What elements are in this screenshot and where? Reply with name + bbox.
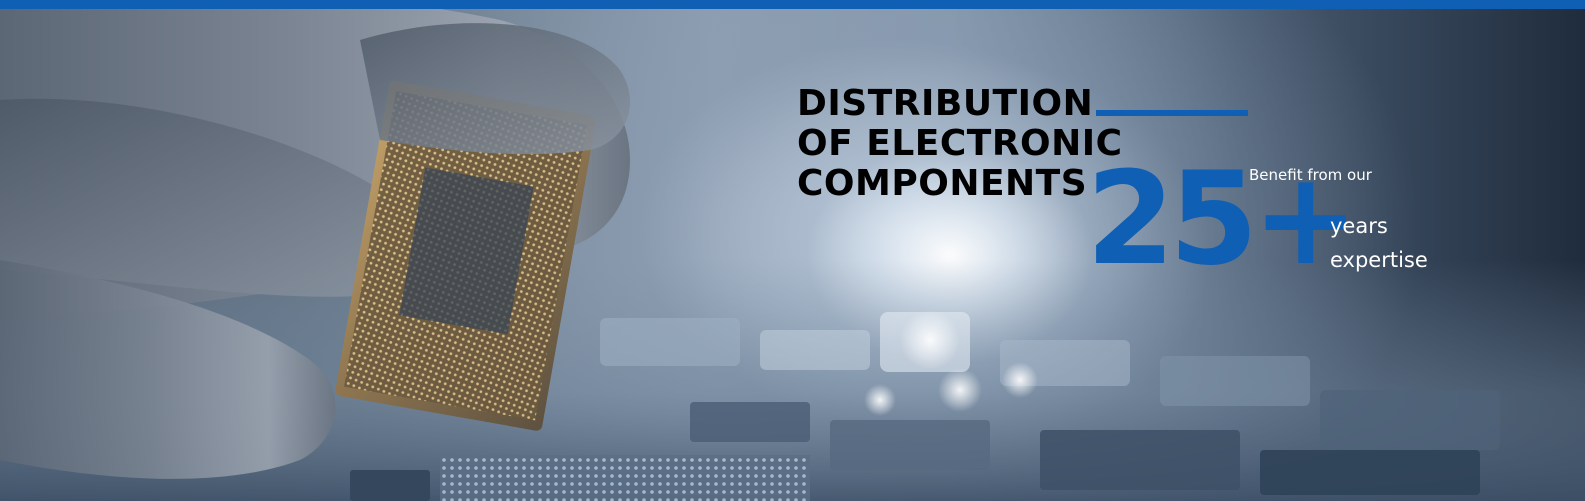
benefit-caption: Benefit from our (1249, 166, 1372, 184)
expertise-label: expertise (1330, 248, 1428, 272)
years-count: 25+ (1086, 145, 1359, 294)
years-expertise-caption: years expertise (1330, 209, 1428, 277)
hero-title-line-2: OF ELECTRONIC (797, 123, 1123, 164)
hero-title-line-1: DISTRIBUTION (797, 83, 1094, 124)
years-label: years (1330, 214, 1388, 238)
hand-holding-chip-image (0, 0, 630, 479)
title-accent-rule (1096, 110, 1248, 116)
hero-title: DISTRIBUTION OF ELECTRONIC COMPONENTS (797, 84, 1123, 204)
top-accent-bar (0, 0, 1585, 9)
hero-title-line-3: COMPONENTS (797, 163, 1088, 204)
